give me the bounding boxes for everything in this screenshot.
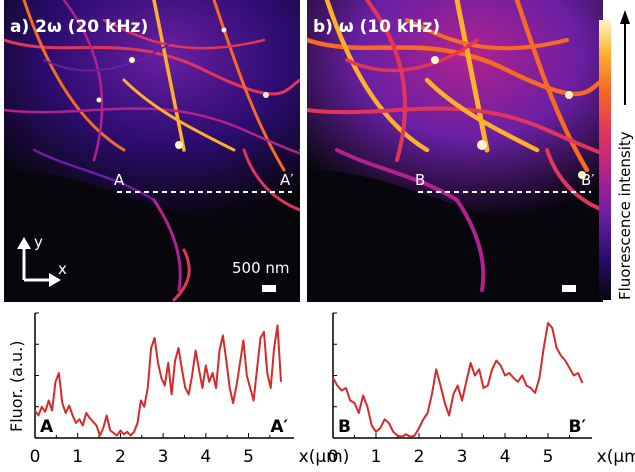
profile-line <box>34 324 282 437</box>
panel-a-title: a) 2ω (20 kHz) <box>10 17 149 37</box>
x-tick-label: 0 <box>328 447 339 467</box>
profile-chart-b: 0 1 2 3 4 5 x(μm) B B′ <box>328 312 635 467</box>
x-tick-label: 5 <box>243 447 254 467</box>
x-tick-label: 3 <box>158 447 169 467</box>
x-tick-label: 0 <box>30 447 41 467</box>
x-tick-label: 4 <box>500 447 511 467</box>
fluorescence-image-a <box>4 0 300 302</box>
panel-b-title: b) ω (10 kHz) <box>313 17 441 37</box>
profile-charts: 0 1 2 3 4 5 x(μm) Fluor. (a.u.) A A′ 0 1 2 3 4 5 x(μm) B… <box>7 312 635 467</box>
x-tick-label: 3 <box>457 447 468 467</box>
scan-label-a-start: A <box>114 171 125 189</box>
x-axis-label: x(μm) <box>299 447 350 467</box>
y-axis-label: Fluor. (a.u.) <box>7 341 26 432</box>
scalebar-b <box>562 285 576 292</box>
scan-label-a-end: A′ <box>280 171 294 189</box>
scan-label-b-end: B′ <box>581 171 595 189</box>
x-tick-label: 5 <box>543 447 554 467</box>
image-panel-a: a) 2ω (20 kHz) A A′ 500 nm y x <box>4 0 300 302</box>
axis-y-label: y <box>34 233 43 251</box>
x-tick-label: 2 <box>414 447 425 467</box>
profile-line <box>332 322 584 438</box>
xy-axis-indicator: y x <box>12 232 72 292</box>
profile-end-label: B′ <box>569 417 587 437</box>
scalebar-a <box>262 285 276 292</box>
colorbar-gradient <box>599 20 611 300</box>
profile-start-label: B <box>338 417 351 437</box>
fluorescence-image-b <box>307 0 603 302</box>
x-tick-label: 1 <box>371 447 382 467</box>
profile-chart-a: 0 1 2 3 4 5 x(μm) Fluor. (a.u.) A A′ <box>7 312 350 467</box>
colorbar: Fluorescence intensity <box>598 0 635 302</box>
x-tick-label: 1 <box>72 447 83 467</box>
scan-label-b-start: B <box>415 171 426 189</box>
axis-x-label: x <box>58 260 67 278</box>
scalebar-label: 500 nm <box>232 259 290 277</box>
x-axis-label: x(μm) <box>597 447 635 467</box>
x-tick-label: 4 <box>200 447 211 467</box>
colorbar-label: Fluorescence intensity <box>616 131 634 300</box>
x-tick-label: 2 <box>115 447 126 467</box>
profile-end-label: A′ <box>270 417 288 437</box>
profile-start-label: A <box>40 417 54 437</box>
image-panel-b: b) ω (10 kHz) B B′ <box>307 0 603 302</box>
